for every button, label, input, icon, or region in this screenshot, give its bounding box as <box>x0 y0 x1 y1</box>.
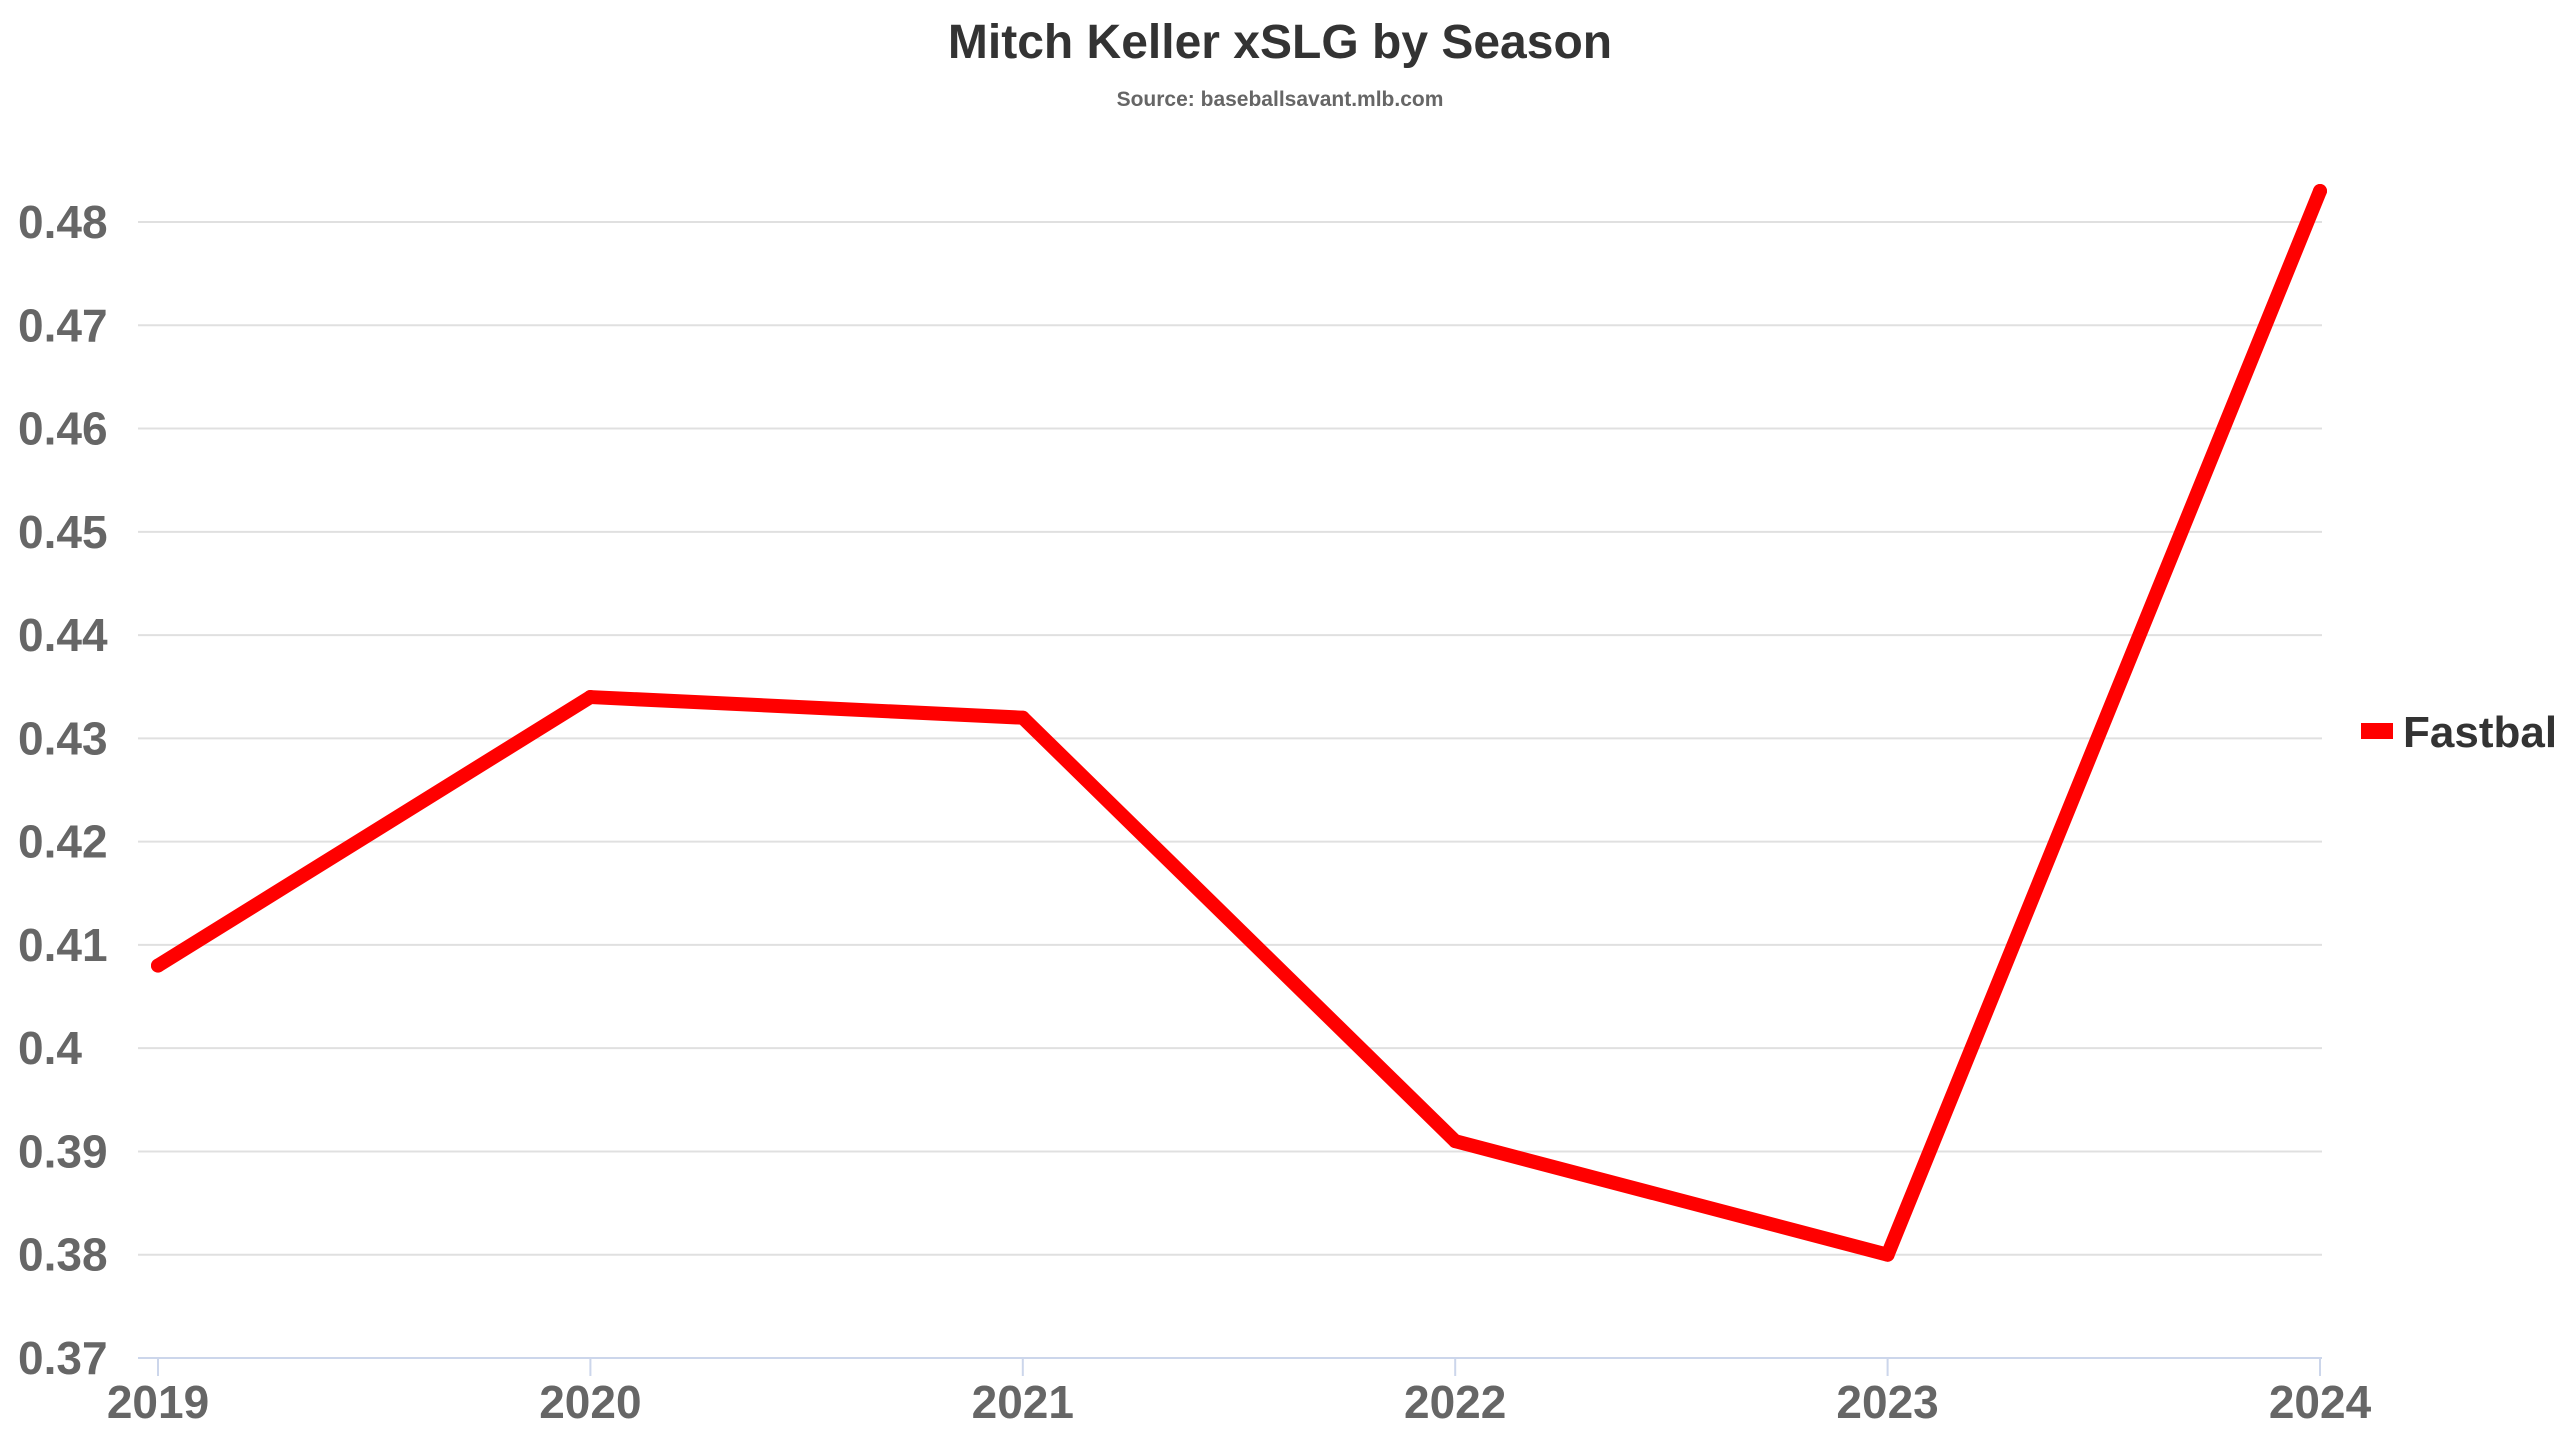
y-tick-label: 0.46 <box>18 403 108 455</box>
x-tick-label: 2024 <box>2269 1376 2372 1428</box>
legend-label[interactable]: Fastball <box>2403 708 2560 757</box>
y-tick-label: 0.43 <box>18 712 108 764</box>
data-point[interactable] <box>1880 1247 1895 1262</box>
series-layer <box>151 184 2327 1262</box>
chart-subtitle: Source: baseballsavant.mlb.com <box>1117 88 1444 111</box>
data-point[interactable] <box>151 958 165 973</box>
chart-title: Mitch Keller xSLG by Season <box>948 16 1612 69</box>
x-tick-label: 2022 <box>1404 1376 1506 1428</box>
axes: 0.37 0.38 0.39 0.4 0.41 0.42 0.43 0.44 0.45 0.46 0… <box>18 196 2372 1428</box>
x-tick-label: 2019 <box>107 1376 209 1428</box>
y-tick-label: 0.44 <box>18 609 108 661</box>
legend[interactable]: Fastball <box>2361 708 2560 757</box>
y-tick-label: 0.45 <box>18 506 108 558</box>
y-tick-label: 0.47 <box>18 299 108 351</box>
y-tick-label: 0.41 <box>18 919 108 971</box>
data-point[interactable] <box>2313 184 2327 199</box>
y-tick-label: 0.37 <box>18 1332 108 1384</box>
x-tick-label: 2023 <box>1836 1376 1938 1428</box>
series-line-fastball[interactable] <box>151 184 2327 1262</box>
x-tick-label: 2021 <box>972 1376 1074 1428</box>
y-tick-label: 0.39 <box>18 1125 108 1177</box>
data-point[interactable] <box>1015 710 1030 725</box>
y-tick-label: 0.4 <box>18 1022 82 1074</box>
x-tick-label: 2020 <box>539 1376 641 1428</box>
data-point[interactable] <box>1448 1134 1463 1149</box>
data-point[interactable] <box>583 690 598 705</box>
gridlines <box>138 221 2322 1256</box>
legend-swatch <box>2361 723 2393 739</box>
y-tick-label: 0.48 <box>18 196 108 248</box>
y-tick-label: 0.42 <box>18 816 108 868</box>
y-tick-label: 0.38 <box>18 1229 108 1281</box>
